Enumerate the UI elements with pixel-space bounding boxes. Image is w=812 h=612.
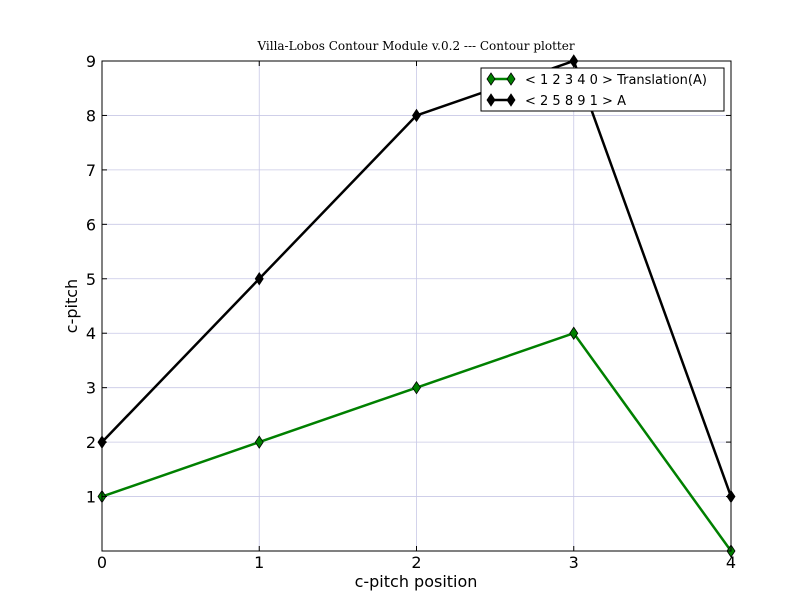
- legend-marker: [506, 93, 516, 107]
- y-tick-label: 2: [86, 433, 96, 452]
- data-point: [412, 380, 421, 395]
- y-tick-label: 1: [86, 488, 96, 507]
- legend: < 1 2 3 4 0 > Translation(A) < 2 5 8 9 1 …: [480, 67, 725, 112]
- data-point: [254, 435, 264, 449]
- y-axis-label: c-pitch: [62, 279, 81, 333]
- legend-marker: [506, 72, 516, 86]
- legend-entries: < 1 2 3 4 0 > Translation(A) < 2 5 8 9 1 …: [486, 72, 707, 109]
- series-2: [97, 54, 736, 504]
- chart-title: Villa-Lobos Contour Module v.0.2 --- Con…: [256, 39, 574, 53]
- ticks: [101, 60, 732, 551]
- x-tick-label: 1: [254, 553, 264, 572]
- legend-label: < 2 5 8 9 1 > A: [525, 94, 626, 109]
- grid: [101, 60, 732, 551]
- y-tick-labels: 1 2 3 4 5 6 7 8 9: [86, 52, 96, 507]
- legend-marker: [486, 93, 496, 107]
- series-layer: [97, 54, 736, 558]
- legend-entry-1: < 1 2 3 4 0 > Translation(A): [486, 72, 707, 88]
- x-tick-label: 3: [569, 553, 579, 572]
- x-tick-labels: 0 1 2 3 4: [97, 553, 736, 572]
- x-axis-label: c-pitch position: [355, 572, 478, 591]
- legend-box: [480, 67, 725, 112]
- x-tick-label: 2: [411, 553, 421, 572]
- legend-marker: [486, 72, 496, 86]
- y-tick-label: 8: [86, 106, 96, 125]
- y-tick-label: 7: [86, 161, 96, 180]
- data-point: [569, 326, 579, 340]
- y-tick-label: 4: [86, 324, 96, 343]
- x-tick-label: 4: [726, 553, 736, 572]
- y-tick-label: 3: [86, 379, 96, 398]
- data-point: [254, 272, 264, 286]
- x-tick-label: 0: [97, 553, 107, 572]
- legend-label: < 1 2 3 4 0 > Translation(A): [525, 73, 707, 88]
- series-1: [97, 326, 736, 558]
- data-point: [412, 108, 421, 123]
- y-tick-label: 9: [86, 52, 96, 71]
- y-tick-label: 5: [86, 270, 96, 289]
- y-tick-label: 6: [86, 215, 96, 234]
- legend-entry-2: < 2 5 8 9 1 > A: [486, 93, 626, 109]
